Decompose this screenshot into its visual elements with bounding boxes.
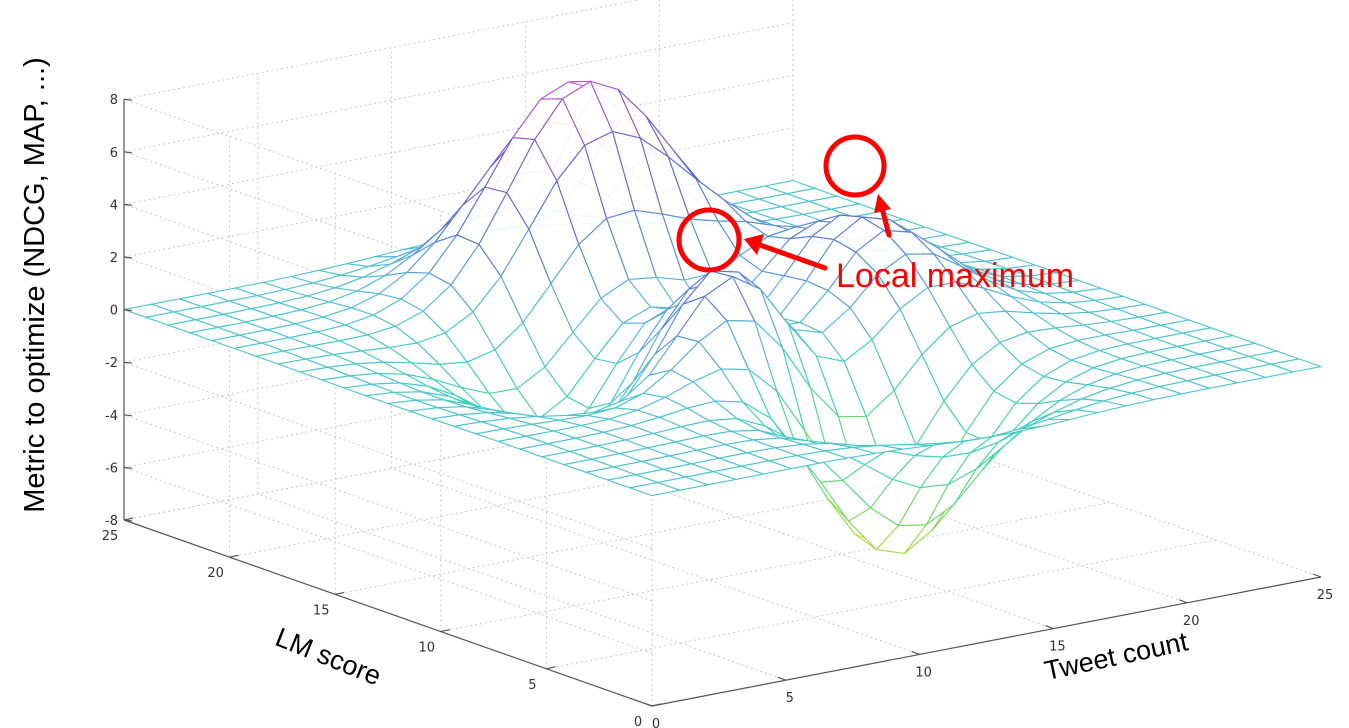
z-tick-mark [123, 256, 133, 259]
z-tick-label: 8 [110, 93, 118, 108]
z-tick-label: 0 [110, 304, 118, 319]
grid-line-side-z [123, 0, 642, 100]
z-tick-mark [123, 519, 133, 522]
x-tick-label: 15 [1049, 640, 1066, 655]
grid-line-back-z [123, 203, 653, 391]
annotation-text: Local maximum [836, 257, 1074, 295]
x-axis-label: Tweet count [1042, 626, 1191, 686]
x-tick-mark [643, 702, 653, 707]
grid-line-floor-y [335, 464, 1005, 595]
y-tick-mark [335, 591, 345, 595]
z-tick-label: -8 [105, 514, 118, 529]
annotations: Local maximum [676, 134, 1074, 295]
z-tick-label: 4 [110, 198, 118, 213]
z-tick-mark [123, 414, 133, 417]
x-tick-label: 0 [652, 717, 660, 728]
grid-line-back-z [123, 256, 653, 444]
surface-cell [1270, 358, 1322, 373]
grid-line-back-z [123, 466, 653, 654]
y-tick-mark [546, 666, 556, 670]
grid-line-side-z [123, 127, 794, 258]
grid-line-side-z [123, 74, 794, 205]
z-tick-label: -6 [105, 461, 118, 476]
x-tick-mark [777, 676, 787, 681]
x-tick-label: 5 [786, 691, 794, 706]
y-tick-mark [440, 629, 450, 633]
annotation-arrowhead-2 [874, 194, 891, 213]
y-tick-mark [651, 703, 662, 707]
annotation-arrow-1 [757, 242, 828, 271]
y-tick-label: 15 [313, 603, 330, 618]
y-tick-label: 10 [419, 641, 436, 656]
z-tick-label: 2 [110, 251, 118, 266]
grid-line-back-z [123, 151, 653, 339]
x-tick-label: 20 [1183, 614, 1200, 629]
grid-line-back-z [123, 414, 653, 602]
z-tick-mark [123, 98, 133, 101]
z-axis-label: Metric to optimize (NDCG, MAP, ...) [19, 57, 51, 513]
x-axis-line [651, 576, 1322, 707]
z-tick-mark [123, 361, 133, 364]
grid-line-floor-y [440, 502, 1110, 633]
local-max-circle-2 [823, 134, 887, 198]
grid-line-back-z [123, 98, 653, 286]
grid-line-back-z [123, 361, 653, 549]
grid-line-floor-y [546, 539, 1216, 670]
z-tick-mark [123, 466, 133, 469]
y-tick-label: 0 [634, 715, 642, 728]
z-tick-label: 6 [110, 146, 118, 161]
z-tick-label: -4 [105, 409, 118, 424]
x-tick-mark [911, 650, 920, 655]
y-tick-label: 25 [102, 529, 119, 544]
local-max-circle-1 [676, 207, 742, 273]
x-tick-label: 10 [915, 665, 932, 680]
z-tick-mark [123, 309, 133, 312]
y-tick-label: 20 [207, 566, 224, 581]
y-axis-line [123, 519, 653, 707]
grid-line-floor-x [257, 493, 786, 681]
x-tick-mark [1178, 599, 1188, 604]
grid-line-floor-y [229, 427, 899, 558]
grid-line-floor-y [123, 390, 794, 521]
x-tick-label: 25 [1317, 588, 1334, 603]
x-tick-mark [1312, 573, 1322, 578]
grid-line-floor-x [391, 467, 920, 655]
annotation-arrowhead-1 [744, 234, 764, 255]
x-tick-mark [1045, 625, 1054, 630]
z-tick-mark [123, 203, 133, 206]
y-tick-mark [229, 554, 239, 558]
surface-mesh [123, 80, 1322, 555]
annotation-arrow-2 [879, 205, 892, 238]
z-tick-mark [123, 151, 133, 154]
y-tick-label: 5 [528, 678, 536, 693]
y-axis-label: LM score [271, 622, 385, 691]
grid-line-side-z [123, 22, 794, 153]
z-tick-label: -2 [105, 356, 118, 371]
